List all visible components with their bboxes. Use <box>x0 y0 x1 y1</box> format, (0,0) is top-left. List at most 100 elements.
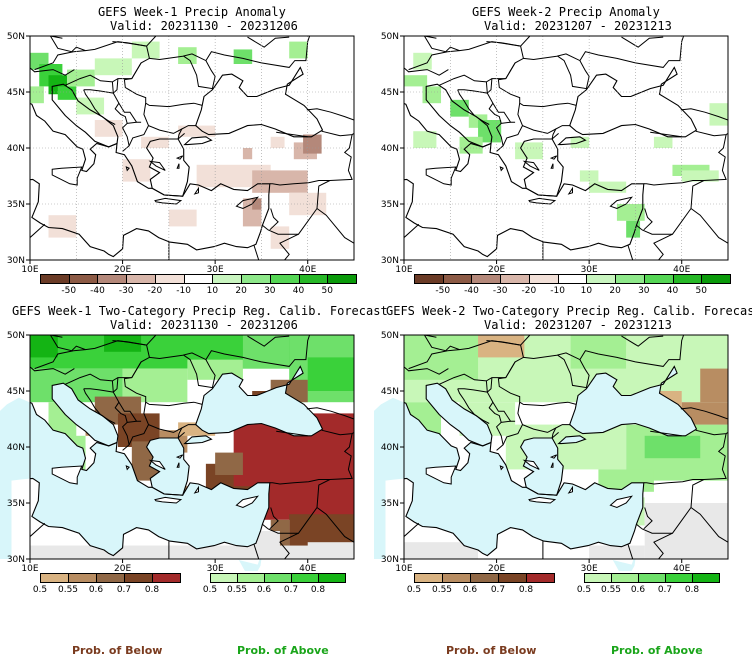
colorbar-label: 20 <box>235 286 247 296</box>
lon-label: 30E <box>207 564 224 571</box>
prob-above-label-2: Prob. of Above <box>611 644 703 657</box>
colorbar-swatch <box>471 274 502 284</box>
colorbar-label: 0.5 <box>32 585 48 595</box>
prob-below-label-2: Prob. of Below <box>446 644 537 657</box>
colorbar-swatch <box>212 274 243 284</box>
colorbar-label: -20 <box>147 286 163 296</box>
colorbar-swatch <box>40 573 69 583</box>
panel4-valid: Valid: 20231207 - 20231213 <box>484 318 672 332</box>
colorbar-swatch <box>638 573 666 583</box>
panel4-title: GEFS Week-2 Two-Category Precip Reg. Cal… <box>386 304 752 318</box>
panel2-valid: Valid: 20231207 - 20231213 <box>484 19 672 33</box>
colorbar-label: 0.7 <box>657 585 673 595</box>
lon-label: 20E <box>114 265 131 272</box>
colorbar-swatch <box>269 274 300 284</box>
lat-label: 35N <box>381 200 399 210</box>
colorbar-swatch <box>210 573 238 583</box>
lon-label: 30E <box>581 564 598 571</box>
anomaly-map-week2: 50N 45N 40N 35N 30N 10E 20E 30E 40E <box>374 32 734 272</box>
colorbar-label: -30 <box>118 286 134 296</box>
colorbar-label: 0.8 <box>518 585 534 595</box>
colorbar-swatch <box>237 573 265 583</box>
probability-map-week1: 50N 45N 40N 35N 30N 10E 20E 30E 40E <box>0 331 360 571</box>
panel3-valid: Valid: 20231130 - 20231206 <box>110 318 298 332</box>
colorbar-label: 30 <box>264 286 276 296</box>
colorbar-swatch <box>500 274 530 284</box>
lat-label: 30N <box>381 256 399 266</box>
anomaly-colorbar-week1: -50 -40 -30 -20 -10 10 20 30 40 50 <box>40 274 357 298</box>
colorbar-label: 0.55 <box>600 585 622 595</box>
colorbar-label: 0.6 <box>88 585 104 595</box>
colorbar-swatch <box>442 573 471 583</box>
colorbar-swatch <box>291 573 319 583</box>
lat-label: 35N <box>7 499 25 509</box>
lon-label: 10E <box>395 564 412 571</box>
colorbar-label: 0.6 <box>630 585 646 595</box>
colorbar-swatch <box>40 274 70 284</box>
colorbar-label: -50 <box>61 286 77 296</box>
colorbar-swatch <box>183 274 214 284</box>
colorbar-swatch <box>692 573 720 583</box>
colorbar-swatch <box>327 274 357 284</box>
colorbar-label: 0.55 <box>57 585 79 595</box>
lat-label: 50N <box>7 331 25 341</box>
colorbar-label: 0.5 <box>406 585 422 595</box>
colorbar-swatch <box>96 573 125 583</box>
colorbar-label: 0.7 <box>490 585 506 595</box>
colorbar-label: 50 <box>321 286 333 296</box>
lat-label: 45N <box>381 387 399 397</box>
prob-above-colorbar-week2: 0.5 0.55 0.6 0.7 0.8 <box>577 573 720 597</box>
colorbar-label: 0.6 <box>256 585 272 595</box>
lat-label: 45N <box>7 387 25 397</box>
panel3-title: GEFS Week-1 Two-Category Precip Reg. Cal… <box>12 304 388 318</box>
lat-label: 45N <box>7 88 25 98</box>
colorbar-swatch <box>672 274 703 284</box>
colorbar-swatch <box>154 274 185 284</box>
lat-label: 40N <box>381 443 399 453</box>
anomaly-colorbar-week2: -50 -40 -30 -20 -10 10 20 30 40 50 <box>414 274 731 298</box>
colorbar-swatch <box>528 274 559 284</box>
colorbar-swatch <box>586 274 617 284</box>
colorbar-label: -10 <box>550 286 565 296</box>
lon-label: 10E <box>21 564 38 571</box>
lon-label: 20E <box>488 265 505 272</box>
panel1-valid: Valid: 20231130 - 20231206 <box>110 19 298 33</box>
lat-label: 35N <box>7 200 25 210</box>
lon-label: 30E <box>581 265 598 272</box>
colorbar-label: -20 <box>521 286 537 296</box>
colorbar-label: 0.55 <box>226 585 248 595</box>
colorbar-label: 40 <box>666 286 679 296</box>
colorbar-label: 0.55 <box>431 585 453 595</box>
colorbar-swatch <box>643 274 674 284</box>
lon-label: 10E <box>395 265 412 272</box>
probability-map-week2: 50N 45N 40N 35N 30N 10E 20E 30E 40E <box>374 331 734 571</box>
colorbar-swatch <box>241 274 271 284</box>
colorbar-swatch <box>442 274 473 284</box>
lon-label: 30E <box>207 265 224 272</box>
prob-above-label-1: Prob. of Above <box>237 644 329 657</box>
colorbar-swatch <box>264 573 292 583</box>
lon-label: 40E <box>299 265 316 272</box>
colorbar-swatch <box>152 573 181 583</box>
colorbar-label: 30 <box>638 286 650 296</box>
colorbar-label: 0.8 <box>310 585 326 595</box>
lat-label: 50N <box>7 32 25 42</box>
colorbar-swatch <box>68 573 97 583</box>
colorbar-swatch <box>126 274 156 284</box>
colorbar-label: -30 <box>492 286 508 296</box>
colorbar-label: 10 <box>206 286 219 296</box>
colorbar-label: 0.6 <box>462 585 478 595</box>
colorbar-swatch <box>414 274 444 284</box>
colorbar-label: 40 <box>292 286 305 296</box>
lat-label: 35N <box>381 499 399 509</box>
colorbar-swatch <box>124 573 153 583</box>
colorbar-label: 0.5 <box>576 585 592 595</box>
colorbar-label: 0.7 <box>116 585 132 595</box>
lat-label: 50N <box>381 331 399 341</box>
lat-label: 40N <box>7 443 25 453</box>
colorbar-label: -50 <box>435 286 451 296</box>
lon-label: 20E <box>114 564 131 571</box>
colorbar-label: 0.8 <box>684 585 700 595</box>
colorbar-label: -40 <box>90 286 105 296</box>
colorbar-swatch <box>665 573 693 583</box>
